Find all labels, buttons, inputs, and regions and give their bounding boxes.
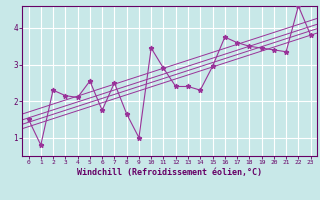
X-axis label: Windchill (Refroidissement éolien,°C): Windchill (Refroidissement éolien,°C) [77, 168, 262, 177]
